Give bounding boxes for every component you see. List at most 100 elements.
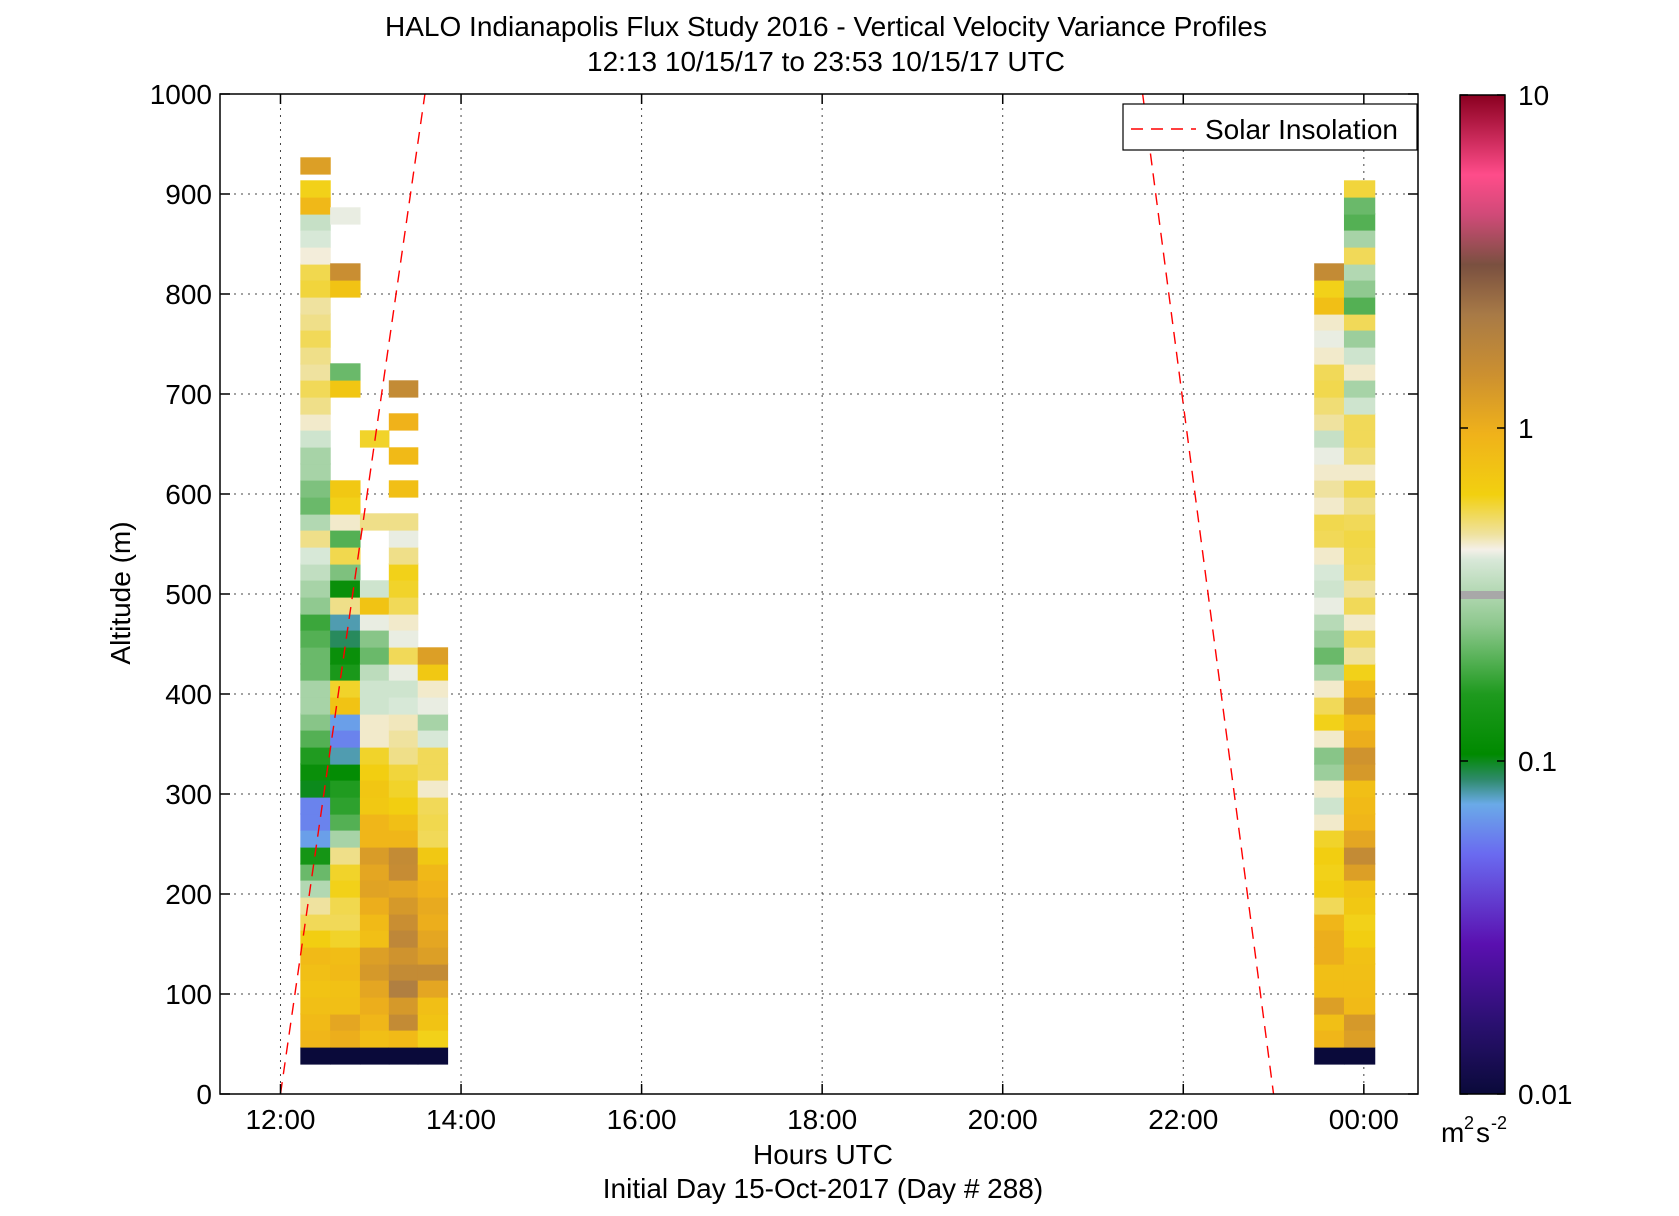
heatmap-cell <box>359 630 390 648</box>
heatmap-cell <box>359 863 390 881</box>
heatmap-cell <box>417 763 449 781</box>
heatmap-cell <box>1314 763 1345 781</box>
heatmap-cell <box>1314 613 1345 631</box>
heatmap-cell <box>330 963 361 981</box>
heatmap-cell <box>1343 330 1376 348</box>
heatmap-cell <box>417 830 449 848</box>
heatmap-cell <box>1314 447 1345 465</box>
heatmap-cell <box>300 180 331 198</box>
colorbar-tick-label: 1 <box>1518 413 1534 444</box>
heatmap-cell <box>1343 397 1376 415</box>
heatmap-cell <box>417 747 449 765</box>
heatmap-cell <box>388 1013 419 1031</box>
heatmap-cell <box>388 547 419 565</box>
heatmap-cell <box>300 280 331 298</box>
heatmap-cell <box>417 780 449 798</box>
y-tick-label: 900 <box>165 179 212 210</box>
solar-insolation-line <box>279 93 426 1095</box>
heatmap-cell <box>300 630 331 648</box>
heatmap-cell <box>359 847 390 865</box>
heatmap-cell <box>417 963 449 981</box>
heatmap-cell <box>1343 297 1376 315</box>
heatmap-cell <box>359 1013 390 1031</box>
heatmap-cell <box>1343 463 1376 481</box>
heatmap-cell <box>300 447 331 465</box>
heatmap-cell <box>330 880 361 898</box>
heatmap-cell <box>1314 547 1345 565</box>
heatmap-cell <box>417 813 449 831</box>
heatmap-cell <box>1343 263 1376 281</box>
heatmap-cell <box>300 213 331 231</box>
heatmap-cell <box>300 430 331 448</box>
heatmap-cell <box>1343 763 1376 781</box>
heatmap-cell <box>1343 363 1376 381</box>
x-tick-label: 12:00 <box>245 1104 315 1135</box>
heatmap-cell <box>417 1047 449 1065</box>
heatmap-cell <box>1343 780 1376 798</box>
heatmap-cell <box>1343 863 1376 881</box>
heatmap-cell <box>388 447 419 465</box>
y-tick-label: 400 <box>165 679 212 710</box>
heatmap-cell <box>1343 547 1376 565</box>
legend-label-solar-insolation: Solar Insolation <box>1205 114 1398 145</box>
heatmap-cell <box>388 997 419 1015</box>
heatmap-cell <box>359 747 390 765</box>
heatmap-cell <box>359 647 390 665</box>
heatmap-cell <box>359 880 390 898</box>
heatmap-cell <box>300 247 331 265</box>
heatmap-cell <box>1343 680 1376 698</box>
colorbar-tick-label: 0.1 <box>1518 746 1557 777</box>
heatmap-cell <box>330 207 361 225</box>
heatmap-cell <box>388 747 419 765</box>
heatmap-cell <box>417 980 449 998</box>
heatmap-cell <box>1343 947 1376 965</box>
chart-title: HALO Indianapolis Flux Study 2016 - Vert… <box>385 11 1267 42</box>
heatmap-cell <box>388 613 419 631</box>
y-axis-label: Altitude (m) <box>105 521 136 664</box>
heatmap-cell <box>300 513 331 531</box>
heatmap-cell <box>388 513 419 531</box>
heatmap-cell <box>1314 997 1345 1015</box>
heatmap-cell <box>1314 413 1345 431</box>
heatmap-cell <box>359 680 390 698</box>
heatmap-cell <box>388 880 419 898</box>
heatmap-cell <box>300 497 331 515</box>
heatmap-cell <box>1343 1030 1376 1048</box>
heatmap-cell <box>1314 1030 1345 1048</box>
heatmap-cell <box>1343 647 1376 665</box>
heatmap-cell <box>1314 530 1345 548</box>
heatmap-cell <box>330 480 361 498</box>
heatmap-cell <box>300 897 331 915</box>
heatmap-cell <box>1314 680 1345 698</box>
heatmap-cell <box>1343 897 1376 915</box>
heatmap-cell <box>330 613 361 631</box>
heatmap-cell <box>1314 397 1345 415</box>
heatmap-cell <box>300 963 331 981</box>
heatmap-cell <box>359 1047 390 1065</box>
heatmap-cell <box>300 613 331 631</box>
heatmap-cell <box>1314 430 1345 448</box>
x-axis-sublabel: Initial Day 15-Oct-2017 (Day # 288) <box>603 1173 1043 1204</box>
heatmap-cell <box>417 713 449 731</box>
heatmap-cell <box>330 747 361 765</box>
heatmap-cell <box>1314 780 1345 798</box>
heatmap-cell <box>300 947 331 965</box>
heatmap-cell <box>388 530 419 548</box>
heatmap-cell <box>300 397 331 415</box>
heatmap-cell <box>1343 313 1376 331</box>
heatmap-cell <box>359 830 390 848</box>
heatmap-cell <box>1343 447 1376 465</box>
heatmap-cell <box>417 880 449 898</box>
heatmap-cell <box>388 863 419 881</box>
heatmap-cell <box>330 997 361 1015</box>
heatmap-cell <box>388 413 419 431</box>
heatmap-cell <box>300 763 331 781</box>
heatmap-cell <box>1343 630 1376 648</box>
heatmap-cell <box>1343 563 1376 581</box>
heatmap-cell <box>359 1030 390 1048</box>
heatmap-cell <box>388 580 419 598</box>
y-tick-label: 200 <box>165 879 212 910</box>
heatmap-cell <box>417 797 449 815</box>
heatmap-cell <box>1314 313 1345 331</box>
heatmap-cell <box>388 913 419 931</box>
